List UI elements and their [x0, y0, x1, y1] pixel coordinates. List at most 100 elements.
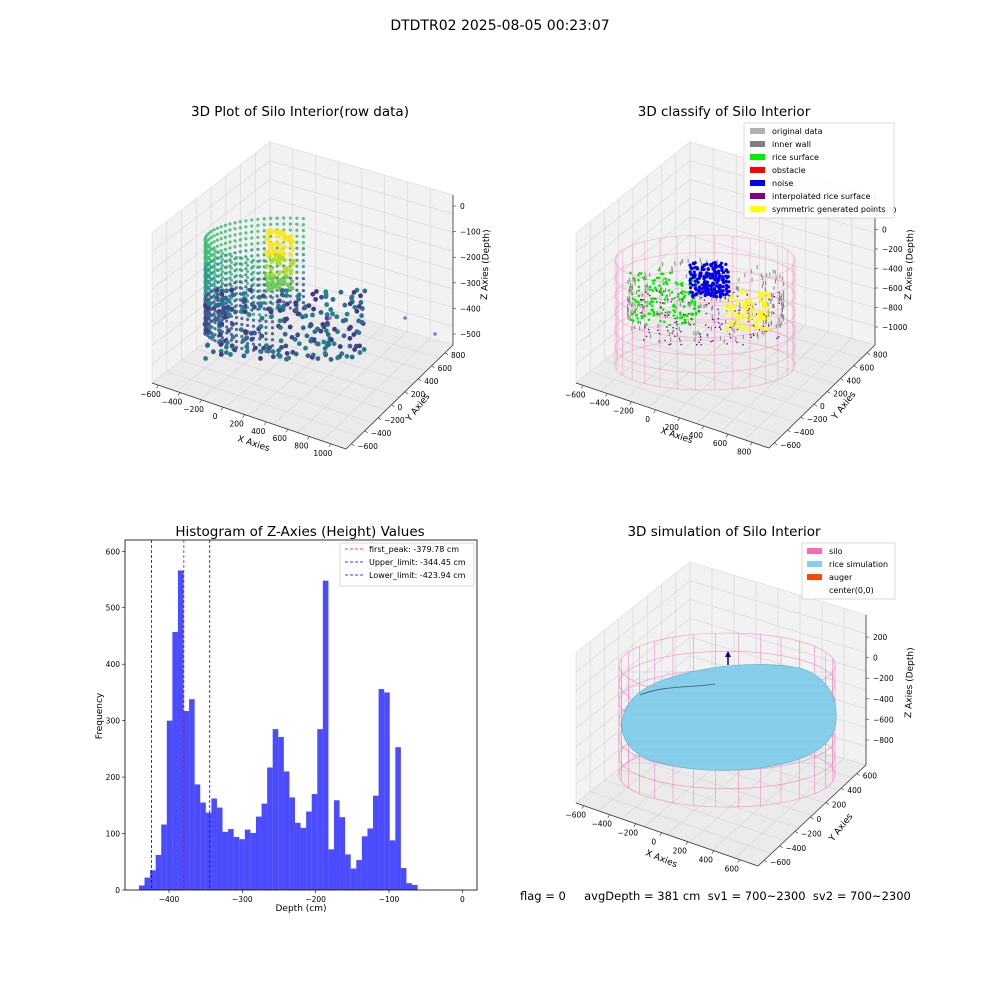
grid-line: [200, 305, 316, 400]
interpolated-point: [674, 321, 676, 324]
data-point: [295, 282, 299, 286]
data-point: [215, 250, 220, 254]
y-tick-label: 800: [451, 351, 466, 360]
data-point: [203, 276, 207, 280]
interpolated-point: [663, 314, 666, 317]
grid-line: [632, 337, 823, 397]
data-point: [267, 241, 273, 246]
data-point: [256, 301, 260, 305]
rice-surface-point: [644, 290, 648, 294]
simulation-x-axis-label: X Axies: [644, 849, 679, 871]
left-back-pane: [151, 141, 271, 384]
data-point: [244, 243, 248, 247]
inner-wall-point: [688, 303, 690, 308]
noise-point: [702, 276, 706, 280]
data-point: [210, 307, 214, 311]
inner-wall-point: [630, 310, 632, 315]
symmetric-point: [740, 290, 744, 295]
inner-wall-point: [759, 298, 761, 303]
data-point: [290, 349, 296, 355]
data-point: [262, 265, 266, 269]
data-point: [275, 258, 279, 262]
data-point: [264, 251, 270, 256]
rice-surface-point: [667, 289, 671, 292]
data-point: [205, 233, 209, 237]
rice-surface-point: [647, 312, 651, 315]
rice-surface-point: [644, 323, 648, 326]
data-point: [228, 300, 232, 304]
symmetric-point: [746, 302, 750, 306]
inner-wall-point: [781, 308, 783, 313]
data-point: [244, 255, 248, 259]
data-point: [206, 262, 210, 266]
data-point: [265, 280, 271, 285]
noise-point: [700, 290, 704, 295]
data-point: [272, 282, 277, 287]
data-point: [229, 260, 233, 264]
data-point: [220, 310, 226, 316]
data-point: [329, 337, 334, 342]
data-point: [213, 279, 217, 283]
inner-wall-point: [628, 295, 631, 300]
data-point: [303, 313, 309, 319]
inner-wall-point: [643, 324, 646, 329]
interpolated-point: [777, 336, 780, 338]
data-point: [282, 258, 286, 262]
data-point: [234, 261, 239, 266]
inner-wall-point: [629, 301, 631, 306]
grid-line: [618, 348, 809, 410]
noise-point: [699, 291, 703, 295]
data-point: [344, 353, 350, 359]
interpolated-point: [666, 329, 669, 332]
y-tick-label: 0: [115, 886, 120, 895]
data-point: [262, 235, 266, 239]
inner-wall-point: [750, 269, 753, 274]
rice-surface-point: [643, 314, 647, 318]
data-point: [240, 280, 244, 285]
data-point: [228, 306, 232, 310]
symmetric-point: [744, 290, 749, 295]
noise-point: [706, 273, 710, 278]
inner-wall-point: [627, 308, 629, 313]
data-point: [213, 297, 217, 301]
noise-point: [693, 273, 697, 277]
data-point: [265, 249, 270, 255]
data-point: [216, 304, 221, 308]
data-point: [203, 258, 207, 262]
data-point: [256, 295, 260, 299]
data-point: [263, 249, 269, 254]
inner-wall-point: [748, 314, 751, 319]
data-point: [216, 268, 221, 272]
data-point: [295, 311, 301, 317]
data-point: [229, 266, 233, 270]
data-point: [288, 300, 292, 304]
inner-wall-point: [782, 314, 785, 319]
data-point: [266, 283, 271, 288]
data-point: [233, 263, 237, 267]
data-point: [270, 320, 275, 324]
interpolated-point: [736, 295, 739, 297]
data-point: [225, 289, 229, 293]
symmetric-point: [743, 305, 747, 309]
data-point: [270, 308, 275, 312]
interpolated-point: [752, 334, 755, 337]
inner-wall-point: [641, 293, 644, 298]
data-point: [360, 321, 366, 326]
data-point: [282, 264, 286, 268]
legend-label: center(0,0): [829, 586, 874, 595]
data-point: [256, 235, 260, 239]
data-point: [233, 305, 237, 309]
data-point: [256, 217, 260, 221]
data-point: [267, 242, 272, 247]
inner-wall-point: [751, 277, 753, 282]
symmetric-point: [765, 327, 770, 332]
data-point: [295, 294, 299, 298]
data-point: [288, 270, 292, 274]
z-tick-label: 0: [873, 654, 878, 663]
rice-surface-point: [676, 316, 679, 319]
rice-surface-point: [680, 316, 684, 319]
data-point: [288, 258, 292, 262]
